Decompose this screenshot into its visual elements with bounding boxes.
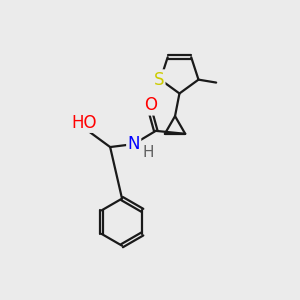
Text: N: N — [128, 135, 140, 153]
Text: HO: HO — [72, 114, 97, 132]
Text: O: O — [144, 96, 157, 114]
Text: H: H — [142, 145, 154, 160]
Text: S: S — [154, 70, 164, 88]
